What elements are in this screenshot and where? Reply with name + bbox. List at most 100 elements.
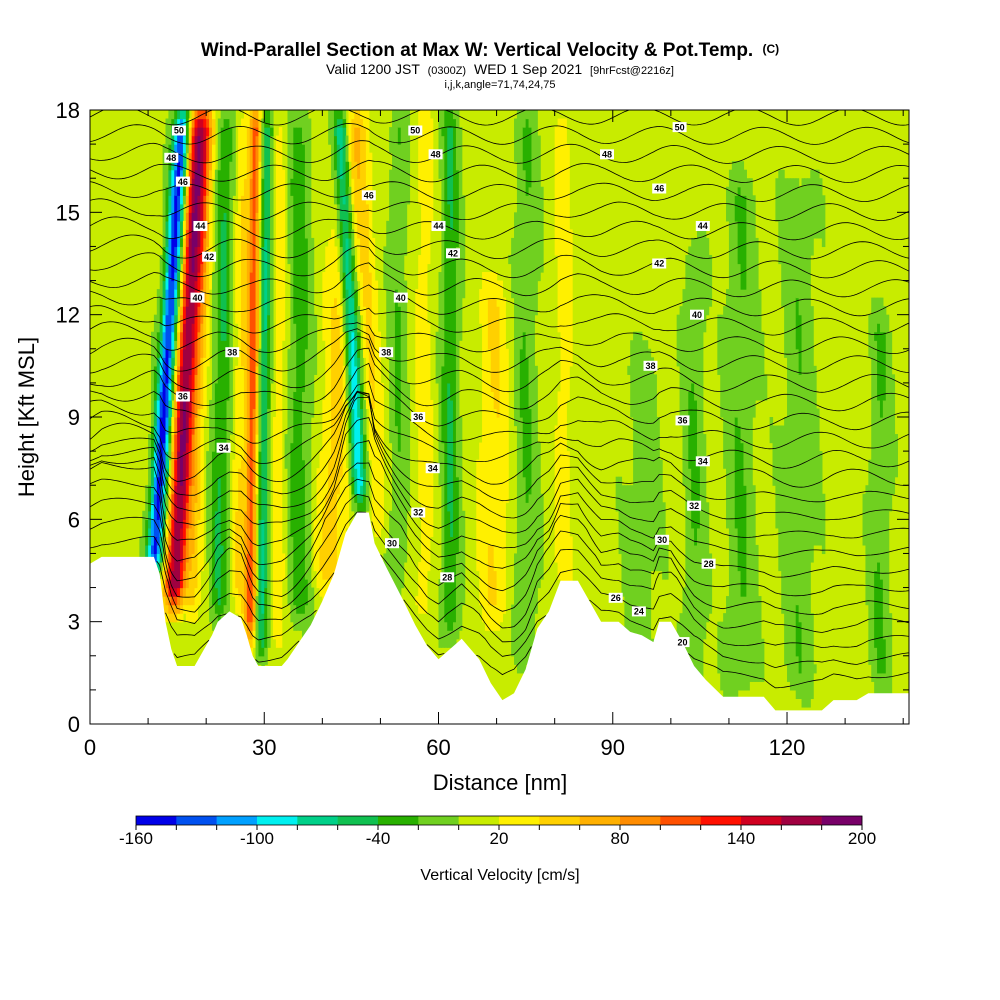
w-cell xyxy=(223,118,228,213)
w-cell xyxy=(487,544,492,606)
theta-contour xyxy=(90,391,909,469)
w-cell xyxy=(194,374,199,418)
colorbar-label: 20 xyxy=(490,829,509,848)
w-cell xyxy=(737,570,742,691)
w-cell xyxy=(493,604,498,631)
theta-contour xyxy=(90,140,909,164)
w-cell xyxy=(153,365,158,401)
svg-text:38: 38 xyxy=(227,347,237,357)
w-cell xyxy=(885,314,890,708)
contour-labels: 50 48 46 44 42 40 38 36 34 50 48 46 44 42 40 38 36 34 32 30… xyxy=(164,122,716,647)
w-cell xyxy=(879,579,884,674)
w-cell xyxy=(209,127,213,137)
w-cell xyxy=(194,135,199,171)
w-cell xyxy=(191,178,196,213)
theta-contour xyxy=(165,599,909,669)
w-cell xyxy=(200,220,204,265)
w-cell xyxy=(162,280,167,299)
svg-text:48: 48 xyxy=(602,150,612,160)
w-cell xyxy=(270,135,274,384)
w-cell xyxy=(734,220,739,418)
svg-text:44: 44 xyxy=(195,221,205,231)
w-cell xyxy=(882,672,887,708)
w-cell xyxy=(275,135,280,648)
w-cell xyxy=(743,289,747,486)
w-cell xyxy=(377,331,382,537)
contour-label: 28 xyxy=(440,572,455,583)
w-cell xyxy=(177,331,181,350)
w-cell xyxy=(156,289,161,333)
w-cell xyxy=(891,374,896,495)
w-cell xyxy=(246,621,251,631)
w-cell xyxy=(493,272,498,299)
w-cell xyxy=(734,417,739,529)
colorbar-swatch xyxy=(136,816,177,825)
w-cell xyxy=(720,314,724,418)
w-cell xyxy=(307,118,312,640)
w-cell xyxy=(496,280,501,307)
w-cell xyxy=(514,212,518,427)
w-cell xyxy=(339,246,344,282)
w-cell xyxy=(258,348,262,452)
w-cell xyxy=(877,399,881,563)
contour-label: 20 xyxy=(675,637,690,647)
w-cell xyxy=(252,485,257,623)
theta-contour xyxy=(90,216,909,241)
colorbar-title: Vertical Velocity [cm/s] xyxy=(420,867,579,884)
w-cell xyxy=(226,118,230,401)
w-cell xyxy=(174,587,178,597)
colorbar-swatch xyxy=(337,816,379,825)
w-cell xyxy=(165,417,170,435)
w-cell xyxy=(813,365,817,546)
w-cell xyxy=(177,127,181,162)
w-cell xyxy=(261,246,265,520)
w-cell xyxy=(162,357,167,384)
w-cell xyxy=(165,272,170,290)
w-cell xyxy=(792,178,797,691)
w-cell xyxy=(302,613,306,640)
w-cell xyxy=(740,195,745,290)
w-cell xyxy=(763,374,768,401)
w-cell xyxy=(165,186,170,222)
w-cell xyxy=(209,110,213,128)
w-cell xyxy=(354,212,358,248)
w-cell xyxy=(243,178,248,512)
w-cell xyxy=(740,161,745,196)
w-cell xyxy=(182,135,187,154)
w-cell xyxy=(630,485,634,674)
theta-contour xyxy=(90,362,909,431)
w-cell xyxy=(525,110,530,120)
w-cell xyxy=(171,314,175,333)
w-cell xyxy=(261,519,265,614)
colorbar-label: 140 xyxy=(727,829,755,848)
w-cell xyxy=(165,596,170,606)
w-cell xyxy=(810,169,814,256)
w-cell xyxy=(174,596,178,606)
w-cell xyxy=(569,229,573,367)
w-cell xyxy=(441,127,445,137)
w-cell xyxy=(627,365,631,375)
w-cell xyxy=(351,476,355,495)
w-cell xyxy=(165,587,170,597)
w-cell xyxy=(441,135,445,367)
w-cell xyxy=(235,510,239,589)
w-cell xyxy=(868,314,872,358)
svg-text:36: 36 xyxy=(178,392,188,402)
svg-text:50: 50 xyxy=(410,126,420,136)
w-cell xyxy=(322,579,326,606)
w-cell xyxy=(316,468,321,589)
w-cell xyxy=(238,127,242,469)
w-cell xyxy=(874,331,878,341)
w-cell xyxy=(299,127,303,614)
w-cell xyxy=(165,553,170,572)
w-cell xyxy=(293,391,297,606)
w-cell xyxy=(778,169,782,265)
contour-label: 40 xyxy=(190,292,205,303)
w-cell xyxy=(490,604,495,631)
w-cell xyxy=(182,178,187,196)
w-cell xyxy=(180,331,184,350)
w-cell xyxy=(182,323,187,350)
w-cell xyxy=(188,570,193,606)
w-cell xyxy=(621,485,625,597)
w-cell xyxy=(211,604,216,631)
